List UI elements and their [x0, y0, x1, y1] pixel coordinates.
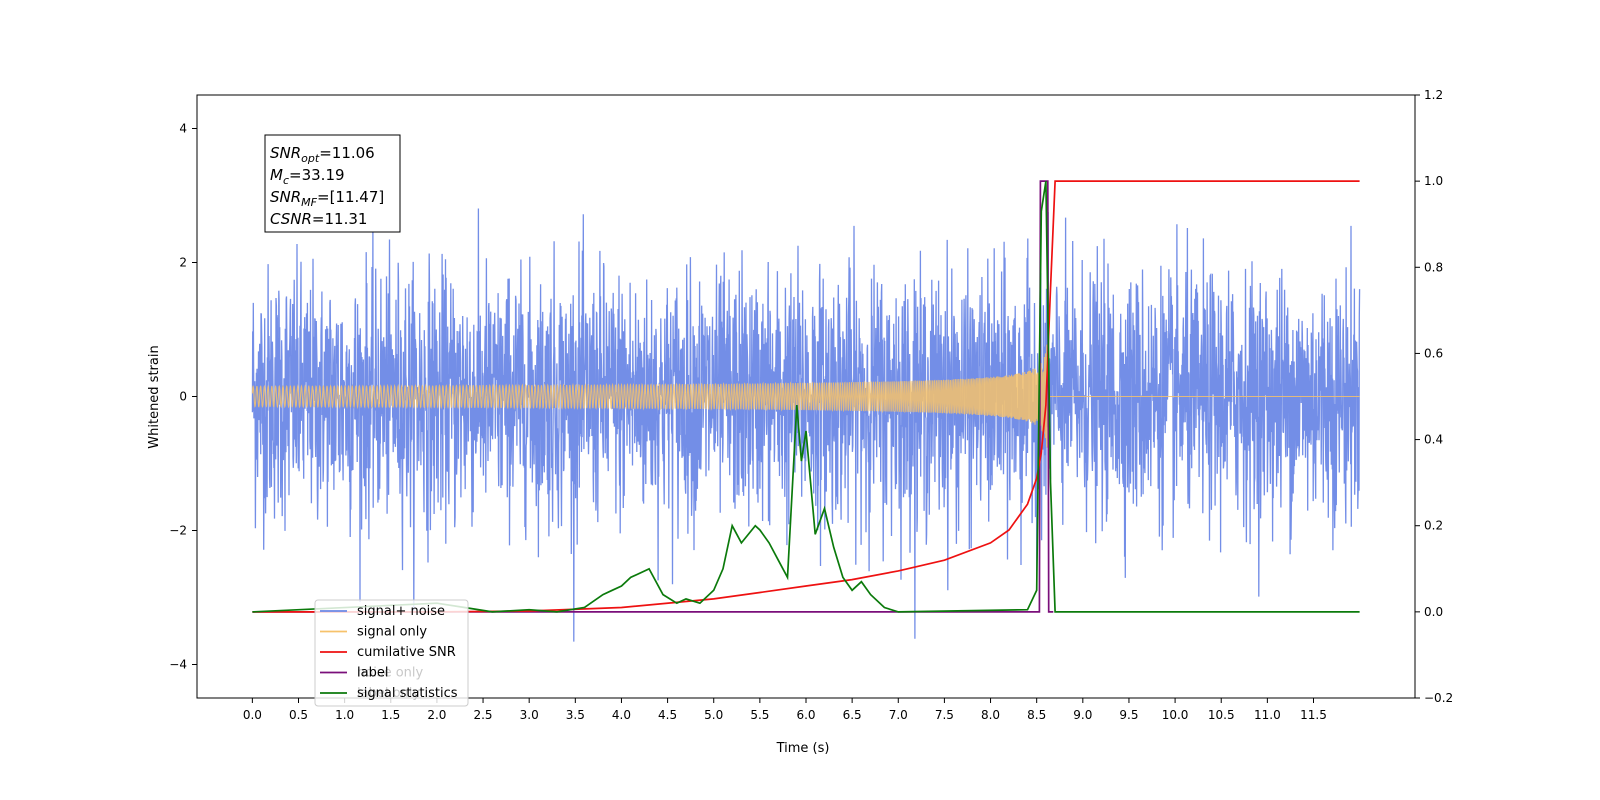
y2-tick-label: −0.2 — [1424, 691, 1453, 705]
x-tick-label: 10.0 — [1162, 708, 1189, 722]
x-tick-label: 4.5 — [658, 708, 677, 722]
legend-label: label — [357, 666, 388, 681]
y2-tick-label: 0.6 — [1424, 346, 1443, 360]
x-tick-label: 5.0 — [704, 708, 723, 722]
series-signal-noise-line — [251, 208, 1361, 642]
legend-ghost-label: label only — [357, 686, 420, 701]
x-tick-label: 11.5 — [1300, 708, 1327, 722]
x-axis-ticks: 0.0 0.5 1.0 1.5 2.0 2.5 3.0 3.5 4.0 4.5 5.0 5.5 6.0 6… — [243, 698, 1327, 722]
y2-tick-label: 1.0 — [1424, 174, 1443, 188]
plot-area — [251, 180, 1361, 642]
y-tick-label: 4 — [179, 122, 187, 136]
y2-tick-label: 0.4 — [1424, 433, 1443, 447]
x-tick-label: 4.0 — [612, 708, 631, 722]
legend: signal+ noise signal only cumilative SNR no… — [314, 599, 469, 707]
y-axis-label: Whitened strain — [147, 345, 162, 448]
legend-ghost-label: noise only — [357, 666, 424, 681]
x-tick-label: 0.0 — [243, 708, 262, 722]
legend-label: signal statistics — [357, 686, 458, 701]
x-tick-label: 3.5 — [566, 708, 585, 722]
y2-tick-label: 0.8 — [1424, 260, 1443, 274]
annotation-line: SNRMF=[11.47] — [270, 188, 384, 209]
x-axis-label: Time (s) — [776, 741, 830, 756]
y2-tick-label: 0.0 — [1424, 605, 1443, 619]
series-signal-statistics-line — [252, 180, 1360, 613]
y-tick-label: −2 — [169, 524, 187, 538]
x-tick-label: 3.0 — [520, 708, 539, 722]
y2-axis-ticks: 1.2 1.0 0.8 0.6 0.4 0.2 0.0 −0.2 — [1415, 88, 1453, 705]
x-tick-label: 1.5 — [381, 708, 400, 722]
x-tick-label: 10.5 — [1208, 708, 1235, 722]
legend-label: signal+ noise — [357, 604, 445, 619]
annotation-line: SNRopt=11.06 — [270, 144, 375, 165]
annotation-frame — [264, 134, 401, 233]
x-tick-label: 8.5 — [1027, 708, 1046, 722]
x-tick-label: 11.0 — [1254, 708, 1281, 722]
x-tick-label: 8.0 — [981, 708, 1000, 722]
annotation-line: Mc=33.19 — [270, 166, 345, 187]
y2-tick-label: 0.2 — [1424, 519, 1443, 533]
stats-annotation-box: SNRopt=11.06Mc=33.19SNRMF=[11.47]CSNR=11… — [264, 134, 401, 233]
y-tick-label: 0 — [179, 390, 187, 404]
x-tick-label: 6.0 — [796, 708, 815, 722]
annotation-line: CSNR=11.31 — [270, 210, 367, 228]
x-tick-label: 9.5 — [1119, 708, 1138, 722]
x-tick-label: 1.0 — [335, 708, 354, 722]
legend-frame — [314, 599, 469, 707]
y-tick-label: −4 — [169, 658, 187, 672]
x-tick-label: 2.0 — [427, 708, 446, 722]
series-signal-only-line — [251, 344, 1360, 448]
x-tick-label: 9.0 — [1073, 708, 1092, 722]
x-tick-label: 5.5 — [750, 708, 769, 722]
y-tick-label: 2 — [179, 256, 187, 270]
legend-label: signal only — [357, 625, 427, 640]
legend-label: cumilative SNR — [357, 645, 456, 660]
x-tick-label: 6.5 — [843, 708, 862, 722]
x-tick-label: 2.5 — [473, 708, 492, 722]
x-tick-label: 7.5 — [935, 708, 954, 722]
x-tick-label: 7.0 — [889, 708, 908, 722]
y2-tick-label: 1.2 — [1424, 88, 1443, 102]
x-tick-label: 0.5 — [289, 708, 308, 722]
y-axis-ticks: 4 2 0 −2 −4 — [169, 122, 197, 672]
